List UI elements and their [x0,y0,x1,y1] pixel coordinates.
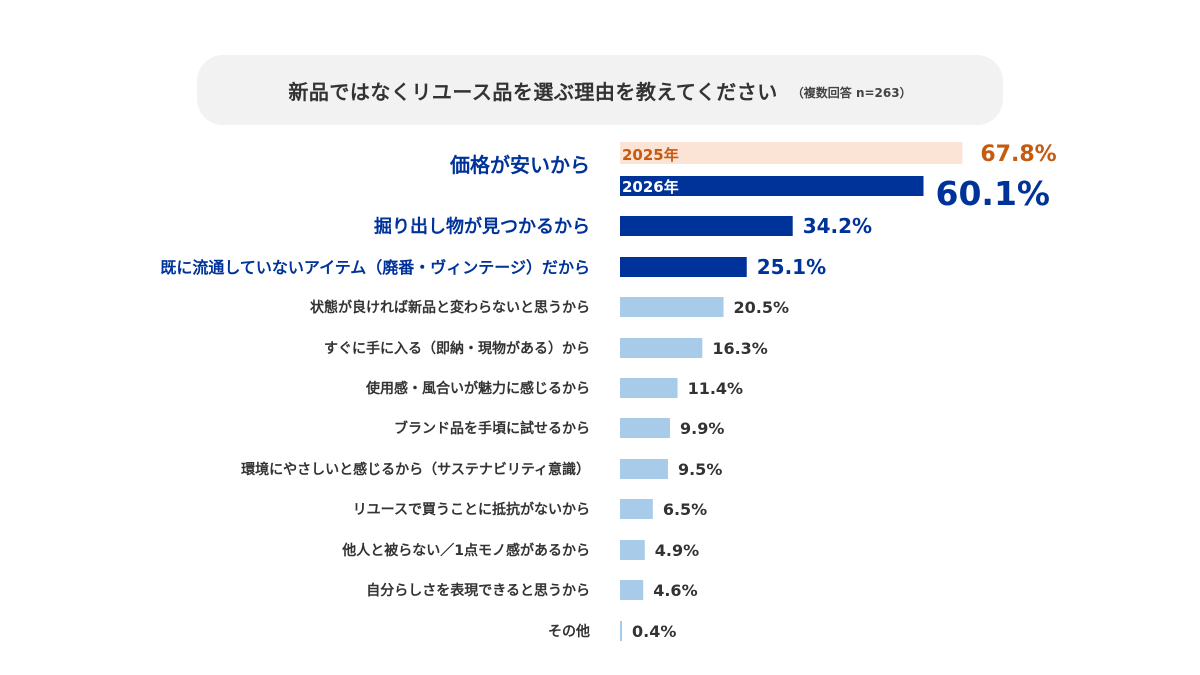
category-label: すぐに手に入る（即納・現物がある）から [324,340,590,357]
category-label: 既に流通していないアイテム（廃番・ヴィンテージ）だから [160,258,590,277]
chart-note: （複数回答 n=263） [791,86,912,100]
value-label-2025: 67.8% [980,142,1056,167]
bar [620,499,653,519]
chart-title: 新品ではなくリユース品を選ぶ理由を教えてください [288,79,778,104]
category-label: 自分らしさを表現できると思うから [366,582,590,599]
title-box: 新品ではなくリユース品を選ぶ理由を教えてください （複数回答 n=263） [197,55,1003,125]
bar-2026 [620,176,924,196]
value-label: 4.9% [655,541,699,560]
value-label: 16.3% [712,339,768,358]
bar [620,216,793,236]
value-label: 11.4% [688,379,744,398]
category-label: 状態が良ければ新品と変わらないと思うから [310,299,590,316]
category-label: 価格が安いから [449,153,590,177]
bar [620,338,703,358]
bar [620,580,644,600]
series-label-2026: 2026年 [622,178,679,196]
category-label: 他人と被らない／1点モノ感があるから [341,542,590,559]
value-label: 0.4% [632,622,676,641]
value-label: 34.2% [803,214,872,238]
category-label: 環境にやさしいと感じるから（サステナビリティ意識） [241,461,590,478]
bar [620,621,623,641]
series-label-2025: 2025年 [622,146,679,164]
value-label: 9.5% [678,460,722,479]
value-label-2026: 60.1% [936,174,1051,213]
category-label: ブランド品を手頃に試せるから [394,420,590,437]
value-label: 9.9% [680,419,724,438]
value-label: 4.6% [653,581,697,600]
bar [620,540,645,560]
bar [620,378,678,398]
bar [620,418,670,438]
bar-2025 [620,142,963,164]
category-label: リユースで買うことに抵抗がないから [353,501,590,518]
category-label: 掘り出し物が見つかるから [374,215,590,237]
value-label: 20.5% [734,298,790,317]
bar [620,459,668,479]
category-label: その他 [548,623,590,640]
category-label: 使用感・風合いが魅力に感じるから [365,380,590,397]
value-label: 6.5% [663,500,707,519]
value-label: 25.1% [757,255,826,279]
bar [620,257,747,277]
bar [620,297,724,317]
